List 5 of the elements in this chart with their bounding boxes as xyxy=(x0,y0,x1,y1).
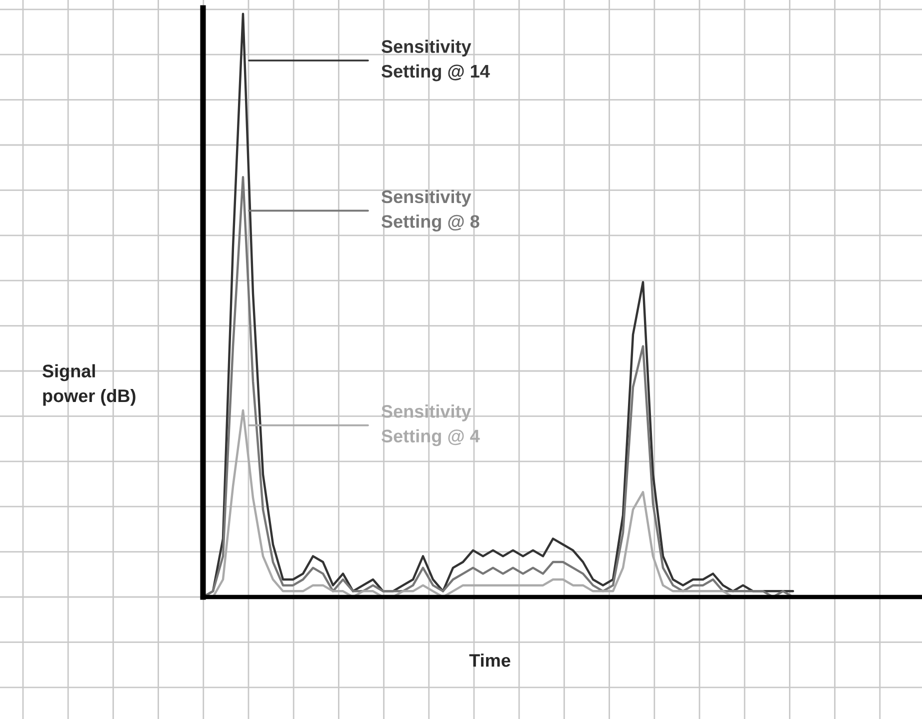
text: Sensitivity Setting @ 4 xyxy=(382,404,480,446)
x-axis-title: Time xyxy=(469,654,510,667)
text: Sensitivity Setting @ 8 xyxy=(382,190,480,232)
y-axis-title: Signal power (dB) xyxy=(42,364,136,406)
text: Sensitivity Setting @ 14 xyxy=(382,40,490,82)
